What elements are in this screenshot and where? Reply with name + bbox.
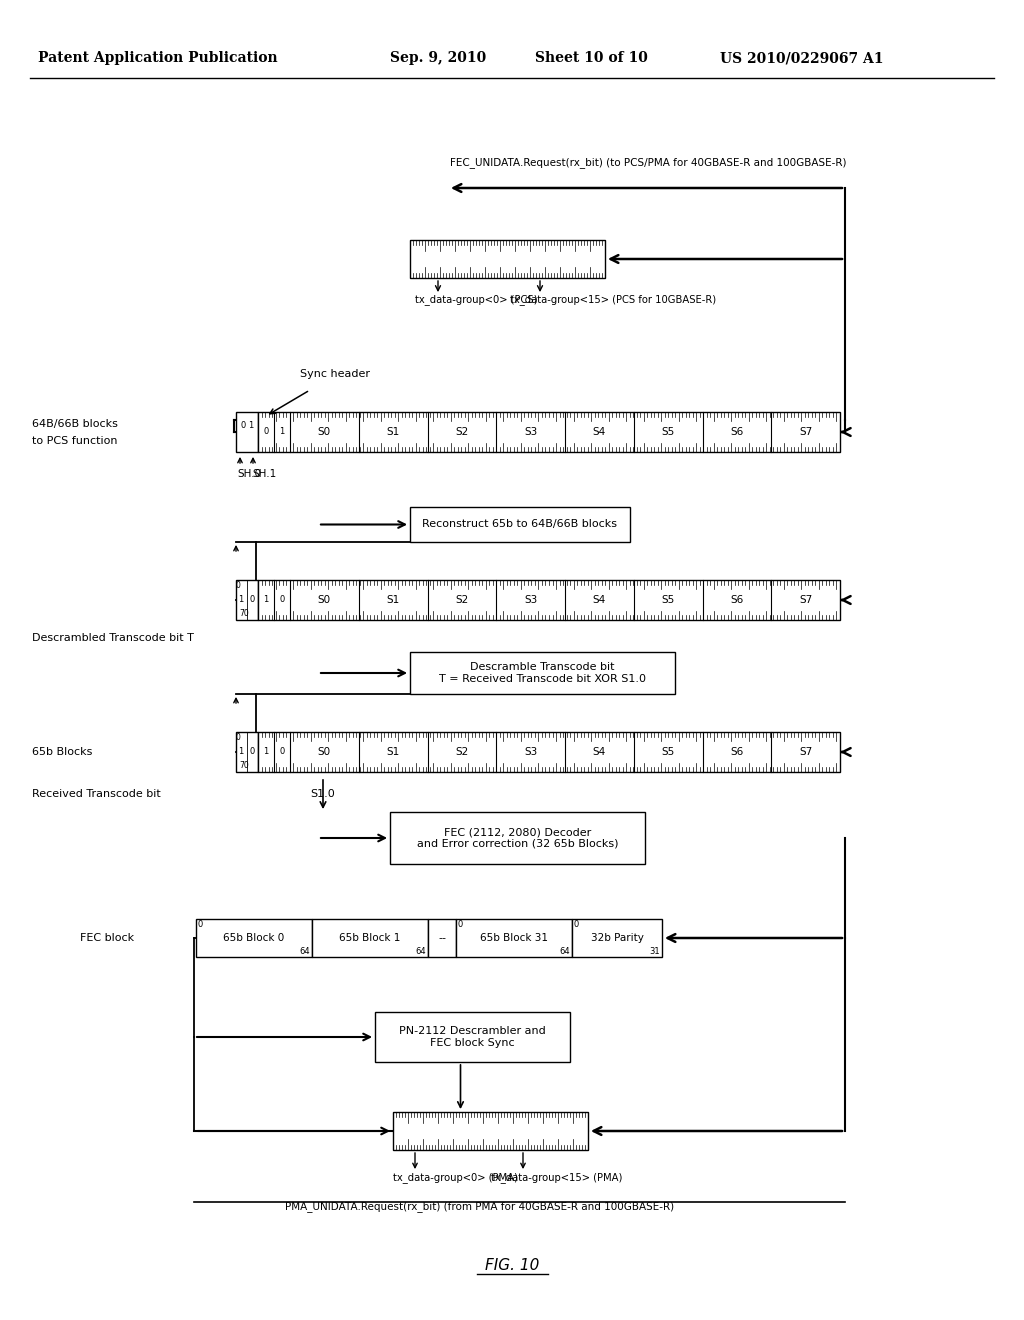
Text: S3: S3 bbox=[524, 426, 538, 437]
Text: S7: S7 bbox=[799, 595, 812, 605]
Text: to PCS function: to PCS function bbox=[32, 436, 118, 446]
Text: 64B/66B blocks: 64B/66B blocks bbox=[32, 418, 118, 429]
Text: SH.1: SH.1 bbox=[252, 469, 276, 479]
Text: 70: 70 bbox=[240, 762, 249, 771]
Text: S3: S3 bbox=[524, 595, 538, 605]
Text: 1: 1 bbox=[263, 747, 268, 756]
Text: Descrambled Transcode bit T: Descrambled Transcode bit T bbox=[32, 634, 194, 643]
Text: tx_data-group<15> (PMA): tx_data-group<15> (PMA) bbox=[490, 1172, 623, 1184]
Text: 0: 0 bbox=[280, 747, 285, 756]
Text: 0: 0 bbox=[236, 734, 241, 742]
Text: 1: 1 bbox=[239, 595, 244, 605]
Text: 0: 0 bbox=[263, 428, 268, 437]
Text: S6: S6 bbox=[730, 426, 743, 437]
Text: FIG. 10: FIG. 10 bbox=[484, 1258, 540, 1272]
Text: Sync header: Sync header bbox=[300, 370, 370, 379]
Text: 64: 64 bbox=[416, 946, 426, 956]
Text: 0: 0 bbox=[241, 421, 246, 430]
Bar bbox=[375, 1012, 570, 1063]
Bar bbox=[312, 919, 428, 957]
Text: Reconstruct 65b to 64B/66B blocks: Reconstruct 65b to 64B/66B blocks bbox=[423, 520, 617, 529]
Bar bbox=[196, 919, 312, 957]
Bar bbox=[258, 579, 840, 620]
Text: 0: 0 bbox=[250, 747, 255, 756]
Text: 0: 0 bbox=[280, 595, 285, 605]
Bar bbox=[258, 412, 840, 451]
Text: 65b Block 0: 65b Block 0 bbox=[223, 933, 285, 942]
Text: S1: S1 bbox=[386, 747, 399, 756]
Text: 64: 64 bbox=[559, 946, 570, 956]
Text: US 2010/0229067 A1: US 2010/0229067 A1 bbox=[720, 51, 884, 65]
Text: FEC block: FEC block bbox=[80, 933, 134, 942]
Text: 1: 1 bbox=[263, 595, 268, 605]
Bar bbox=[572, 919, 662, 957]
Text: tx_data-group<15> (PCS for 10GBASE-R): tx_data-group<15> (PCS for 10GBASE-R) bbox=[510, 294, 716, 305]
Text: 1: 1 bbox=[239, 747, 244, 756]
Text: tx_data-group<0> (PMA): tx_data-group<0> (PMA) bbox=[393, 1172, 518, 1184]
Text: S6: S6 bbox=[730, 747, 743, 756]
Text: 0: 0 bbox=[236, 582, 241, 590]
Bar bbox=[410, 507, 630, 543]
Text: Sep. 9, 2010: Sep. 9, 2010 bbox=[390, 51, 486, 65]
Text: 0: 0 bbox=[574, 920, 580, 929]
Bar bbox=[258, 733, 840, 772]
Bar bbox=[428, 919, 456, 957]
Text: FEC (2112, 2080) Decoder
and Error correction (32 65b Blocks): FEC (2112, 2080) Decoder and Error corre… bbox=[417, 828, 618, 849]
Text: 1: 1 bbox=[280, 428, 285, 437]
Text: --: -- bbox=[438, 933, 446, 942]
Text: S3: S3 bbox=[524, 747, 538, 756]
Bar bbox=[390, 812, 645, 865]
Text: Patent Application Publication: Patent Application Publication bbox=[38, 51, 278, 65]
Text: FEC_UNIDATA.Request(rx_bit) (to PCS/PMA for 40GBASE-R and 100GBASE-R): FEC_UNIDATA.Request(rx_bit) (to PCS/PMA … bbox=[450, 157, 847, 169]
Text: 65b Blocks: 65b Blocks bbox=[32, 747, 92, 756]
Bar bbox=[236, 412, 258, 451]
Text: Received Transcode bit: Received Transcode bit bbox=[32, 789, 161, 799]
Text: S1: S1 bbox=[386, 595, 399, 605]
Text: S4: S4 bbox=[593, 595, 606, 605]
Text: S1.0: S1.0 bbox=[310, 789, 335, 799]
Text: S0: S0 bbox=[317, 747, 331, 756]
Bar bbox=[410, 240, 605, 279]
Text: S4: S4 bbox=[593, 426, 606, 437]
Text: S5: S5 bbox=[662, 426, 675, 437]
Text: S7: S7 bbox=[799, 426, 812, 437]
Text: 70: 70 bbox=[240, 610, 249, 619]
Text: S5: S5 bbox=[662, 747, 675, 756]
Text: Sheet 10 of 10: Sheet 10 of 10 bbox=[535, 51, 648, 65]
Text: 0: 0 bbox=[198, 920, 203, 929]
Bar bbox=[393, 1111, 588, 1150]
Text: S2: S2 bbox=[456, 426, 469, 437]
Bar bbox=[456, 919, 572, 957]
Text: 64: 64 bbox=[299, 946, 310, 956]
Text: S2: S2 bbox=[456, 595, 469, 605]
Text: S4: S4 bbox=[593, 747, 606, 756]
Text: 0: 0 bbox=[250, 595, 255, 605]
Text: Descramble Transcode bit
T = Received Transcode bit XOR S1.0: Descramble Transcode bit T = Received Tr… bbox=[439, 663, 646, 684]
Text: 0: 0 bbox=[458, 920, 463, 929]
Text: S7: S7 bbox=[799, 747, 812, 756]
Text: S1: S1 bbox=[386, 426, 399, 437]
Text: 32b Parity: 32b Parity bbox=[591, 933, 643, 942]
Text: 65b Block 31: 65b Block 31 bbox=[480, 933, 548, 942]
Text: 65b Block 1: 65b Block 1 bbox=[339, 933, 400, 942]
Text: S0: S0 bbox=[317, 426, 331, 437]
Bar bbox=[236, 733, 258, 772]
Text: PMA_UNIDATA.Request(rx_bit) (from PMA for 40GBASE-R and 100GBASE-R): PMA_UNIDATA.Request(rx_bit) (from PMA fo… bbox=[285, 1201, 674, 1213]
Text: S2: S2 bbox=[456, 747, 469, 756]
Text: S0: S0 bbox=[317, 595, 331, 605]
Bar bbox=[236, 579, 258, 620]
Text: tx_data-group<0> (PCS): tx_data-group<0> (PCS) bbox=[415, 294, 538, 305]
Text: 31: 31 bbox=[649, 946, 660, 956]
Text: PN-2112 Descrambler and
FEC block Sync: PN-2112 Descrambler and FEC block Sync bbox=[399, 1026, 546, 1048]
Text: SH.0: SH.0 bbox=[237, 469, 261, 479]
Text: 1: 1 bbox=[249, 421, 254, 430]
Text: S5: S5 bbox=[662, 595, 675, 605]
Text: S6: S6 bbox=[730, 595, 743, 605]
Bar bbox=[410, 652, 675, 694]
